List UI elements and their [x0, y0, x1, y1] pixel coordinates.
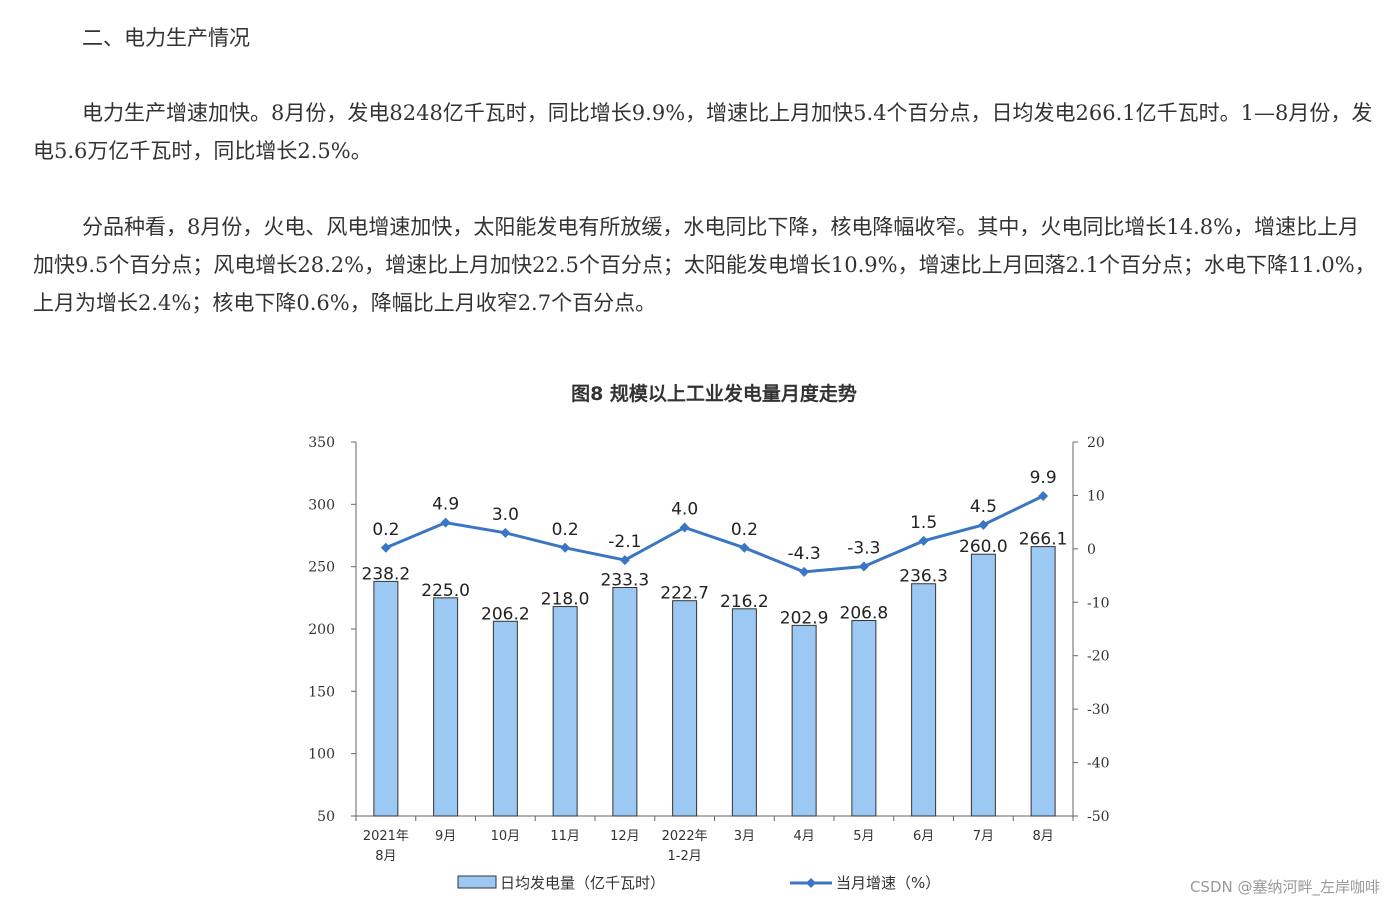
bar-value-label: 238.2: [362, 564, 411, 584]
legend-bar-swatch: [457, 875, 497, 889]
x-tick-label: 9月: [435, 829, 456, 844]
bar: [552, 606, 578, 817]
left-tick-label: 50: [317, 809, 335, 825]
bar-value-label: 206.2: [481, 604, 530, 624]
right-tick-label: -20: [1087, 649, 1110, 665]
line-point: [500, 527, 511, 538]
bar: [433, 597, 459, 817]
bar: [612, 586, 638, 817]
x-tick-label: 5月: [853, 829, 874, 844]
bar-value-label: 233.3: [601, 570, 650, 590]
line-series: [380, 490, 1049, 577]
bar: [851, 620, 877, 817]
bar: [970, 553, 996, 817]
data-labels: 238.2 225.0 206.2 218.0 233.3 222.7 216.2 202.9…: [362, 468, 1068, 628]
line-point: [918, 535, 929, 546]
paragraph-by-type: 分品种看，8月份，火电、风电增速加快，太阳能发电有所放缓，水电同比下降，核电降幅…: [33, 215, 1376, 315]
line-point: [440, 517, 451, 528]
power-generation-chart: 图8 规模以上工业发电量月度走势 50100150200250300350-50…: [308, 382, 1109, 892]
bar-value-label: 225.0: [421, 581, 470, 601]
line-point: [978, 519, 989, 530]
bar-value-label: 260.0: [959, 537, 1008, 557]
x-tick-label: 8月: [1032, 829, 1053, 844]
chart-title: 图8 规模以上工业发电量月度走势: [571, 382, 857, 405]
right-tick-label: -50: [1087, 809, 1110, 825]
bar-value-label: 216.2: [720, 592, 769, 612]
right-tick-label: -30: [1087, 702, 1110, 718]
growth-line: [385, 494, 1044, 574]
x-tick-label: 1-2月: [668, 849, 702, 864]
bar: [911, 583, 937, 817]
paragraph-power-production: 电力生产增速加快。8月份，发电8248亿千瓦时，同比增长9.9%，增速比上月加快…: [33, 101, 1373, 163]
bar: [373, 580, 399, 817]
left-tick-label: 300: [308, 497, 335, 513]
bar-value-label: 202.9: [780, 608, 829, 628]
legend-bar-label: 日均发电量（亿千瓦时）: [500, 874, 665, 892]
x-tick-label: 8月: [375, 849, 396, 864]
x-tick-label: 2022年: [662, 829, 708, 844]
line-value-label: 4.0: [671, 499, 698, 519]
right-tick-label: 10: [1087, 488, 1105, 504]
bar-series: [373, 546, 1056, 817]
bar-value-label: 266.1: [1019, 530, 1068, 550]
right-tick-label: 0: [1087, 542, 1096, 558]
left-tick-label: 250: [308, 560, 335, 576]
left-tick-label: 200: [308, 622, 335, 638]
line-value-label: 4.9: [432, 495, 459, 515]
chart-axes: 50 100 150 200 250 300 350 -50 -40 -30 -20 -10 0 10 20…: [308, 435, 1109, 864]
legend-line-label: 当月增速（%）: [836, 874, 940, 892]
line-point: [799, 566, 810, 577]
bar: [791, 624, 817, 817]
right-tick-label: -10: [1087, 595, 1110, 611]
chart-legend: 日均发电量（亿千瓦时） 当月增速（%）: [457, 874, 940, 892]
line-value-label: -2.1: [608, 532, 641, 552]
x-tick-label: 11月: [550, 829, 580, 844]
line-value-label: 3.0: [492, 505, 519, 525]
line-value-label: 0.2: [731, 520, 758, 540]
bar-value-label: 206.8: [840, 604, 889, 624]
bar: [672, 600, 698, 817]
line-point: [619, 555, 630, 566]
x-tick-label: 12月: [610, 829, 640, 844]
left-tick-label: 150: [308, 684, 335, 700]
x-tick-label: 6月: [913, 829, 934, 844]
x-tick-label: 4月: [793, 829, 814, 844]
x-tick-label: 2021年: [363, 829, 409, 844]
bar: [1030, 546, 1056, 817]
line-point: [1038, 490, 1049, 501]
line-point: [858, 561, 869, 572]
line-point: [560, 542, 571, 553]
bar: [492, 620, 518, 817]
line-value-label: -4.3: [788, 544, 821, 564]
line-value-label: 0.2: [372, 520, 399, 540]
x-tick-label: 7月: [973, 829, 994, 844]
left-tick-label: 100: [308, 747, 335, 763]
line-point: [739, 542, 750, 553]
watermark-text: CSDN @塞纳河畔_左岸咖啡: [1189, 878, 1380, 896]
line-point: [380, 542, 391, 553]
bar-value-label: 236.3: [899, 567, 948, 587]
x-tick-label: 10月: [491, 829, 521, 844]
bar-value-label: 218.0: [541, 590, 590, 610]
section-heading: 二、电力生产情况: [82, 26, 250, 50]
line-value-label: 9.9: [1030, 468, 1057, 488]
x-tick-label: 3月: [734, 829, 755, 844]
bar: [731, 608, 757, 817]
line-point: [679, 522, 690, 533]
left-tick-label: 350: [308, 435, 335, 451]
legend-line-marker: [806, 878, 816, 888]
right-tick-label: 20: [1087, 435, 1105, 451]
line-value-label: 1.5: [910, 513, 937, 533]
line-value-label: 4.5: [970, 497, 997, 517]
right-tick-label: -40: [1087, 756, 1110, 772]
line-value-label: -3.3: [847, 538, 880, 558]
line-value-label: 0.2: [552, 520, 579, 540]
bar-value-label: 222.7: [660, 584, 709, 604]
